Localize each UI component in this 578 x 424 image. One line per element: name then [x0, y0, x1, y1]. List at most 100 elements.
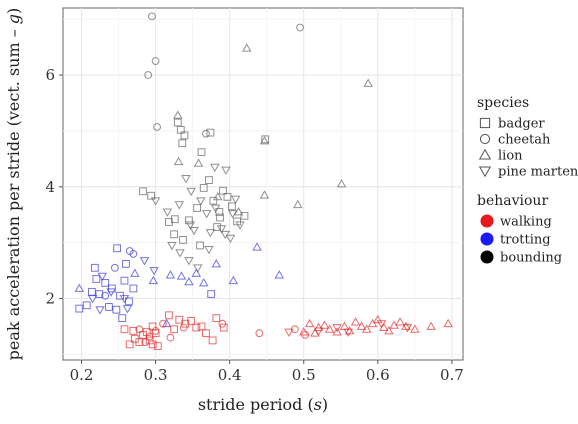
data-point-cheetah-bounding	[296, 23, 304, 32]
data-point-badger-walking	[192, 323, 201, 332]
data-point-cheetah-walking	[255, 329, 264, 338]
data-point-badger-bounding	[261, 135, 270, 144]
data-point-cheetah-walking	[301, 330, 310, 339]
data-point-badger-bounding	[147, 191, 156, 200]
data-point-badger-walking	[148, 340, 157, 349]
data-point-lion-bounding	[193, 158, 204, 167]
data-point-badger-trotting	[207, 290, 216, 298]
data-point-badger-bounding	[199, 184, 208, 192]
data-point-lion-trotting	[198, 277, 209, 287]
data-point-badger-trotting	[90, 263, 99, 272]
x-tick-label: 0.3	[144, 366, 168, 384]
data-point-pine-marten-bounding	[184, 257, 194, 266]
y-axis-label-main: peak acceleration per stride (vect. sum …	[4, 24, 23, 360]
data-point-lion-trotting	[165, 270, 176, 279]
data-point-badger-walking	[170, 325, 179, 334]
data-point-lion-bounding	[241, 43, 252, 52]
data-point-badger-bounding	[216, 213, 224, 222]
data-point-badger-trotting	[112, 305, 121, 314]
data-point-badger-walking	[208, 336, 217, 345]
y-tick-label: 4	[45, 178, 55, 196]
legend-label-pine-marten: pine marten	[498, 165, 578, 180]
data-point-pine-marten-bounding	[189, 226, 199, 236]
data-point-pine-marten-bounding	[221, 166, 231, 175]
data-point-pine-marten-bounding	[162, 208, 173, 217]
data-point-cheetah-walking	[159, 319, 167, 328]
data-point-badger-walking	[120, 325, 129, 334]
data-point-lion-walking	[410, 324, 420, 333]
data-point-pine-marten-trotting	[122, 305, 133, 314]
legend-label-badger: badger	[498, 117, 545, 132]
data-point-pine-marten-bounding	[196, 197, 206, 206]
data-point-pine-marten-trotting	[106, 288, 116, 297]
data-point-badger-walking	[187, 316, 196, 325]
data-point-lion-trotting	[228, 275, 239, 285]
data-point-lion-bounding	[293, 199, 303, 209]
data-point-pine-marten-bounding	[204, 245, 214, 255]
data-point-pine-marten-walking	[313, 327, 324, 336]
data-point-lion-trotting	[74, 283, 85, 292]
data-point-badger-trotting	[105, 303, 113, 311]
data-point-badger-bounding	[240, 211, 249, 220]
data-point-badger-bounding	[197, 148, 206, 157]
data-point-badger-bounding	[213, 223, 221, 231]
data-point-badger-walking	[129, 327, 138, 335]
data-point-lion-walking	[319, 320, 330, 329]
data-point-badger-walking	[219, 323, 228, 332]
data-point-pine-marten-bounding	[167, 242, 177, 251]
data-point-pine-marten-bounding	[210, 163, 220, 173]
data-point-pine-marten-trotting	[139, 257, 150, 266]
data-point-cheetah-walking	[145, 332, 154, 341]
data-point-badger-walking	[125, 340, 134, 349]
data-point-badger-walking	[165, 311, 173, 320]
legend-label-trotting: trotting	[500, 233, 551, 248]
data-point-pine-marten-walking	[402, 324, 413, 333]
legend-dot-bounding	[480, 250, 494, 264]
data-point-lion-bounding	[173, 156, 184, 166]
data-point-lion-bounding	[259, 136, 270, 145]
data-point-pine-marten-bounding	[227, 210, 238, 219]
data-point-lion-walking	[443, 318, 453, 328]
x-axis-label-end: )	[322, 395, 328, 414]
data-point-cheetah-bounding	[144, 71, 153, 79]
legend-label-lion: lion	[498, 149, 523, 164]
data-point-badger-bounding	[179, 235, 187, 244]
data-point-lion-bounding	[213, 191, 223, 201]
data-point-cheetah-bounding	[202, 129, 210, 138]
legend-label-bounding: bounding	[500, 251, 562, 266]
data-point-badger-trotting	[92, 275, 101, 283]
data-point-pine-marten-bounding	[181, 174, 191, 184]
data-point-lion-walking	[395, 317, 405, 326]
data-point-badger-bounding	[206, 128, 215, 137]
data-point-lion-walking	[332, 327, 342, 336]
legend-shape-lion	[478, 148, 492, 160]
data-point-badger-bounding	[178, 139, 187, 148]
data-point-pine-marten-bounding	[150, 197, 161, 206]
data-point-badger-bounding	[139, 187, 147, 196]
data-point-lion-trotting	[161, 318, 172, 328]
data-point-lion-bounding	[363, 78, 373, 87]
data-point-pine-marten-trotting	[149, 267, 159, 276]
data-point-pine-marten-trotting	[87, 295, 98, 304]
data-point-cheetah-walking	[135, 325, 144, 334]
data-point-cheetah-trotting	[129, 249, 138, 258]
data-point-lion-walking	[373, 314, 383, 324]
data-point-cheetah-walking	[141, 338, 150, 347]
legend-dot-walking	[480, 214, 494, 228]
data-point-pine-marten-bounding	[230, 195, 241, 205]
data-point-badger-walking	[202, 329, 210, 338]
data-point-cheetah-bounding	[151, 57, 160, 65]
data-point-badger-trotting	[101, 278, 110, 287]
data-point-badger-bounding	[223, 192, 232, 201]
data-point-pine-marten-bounding	[174, 201, 185, 210]
data-point-pine-marten-bounding	[201, 210, 212, 219]
data-point-badger-trotting	[113, 244, 121, 253]
data-point-lion-walking	[350, 317, 361, 326]
data-point-lion-trotting	[176, 271, 187, 280]
data-point-pine-marten-trotting	[119, 295, 130, 304]
data-point-badger-walking	[181, 319, 190, 328]
legend-dot-trotting	[480, 232, 494, 246]
